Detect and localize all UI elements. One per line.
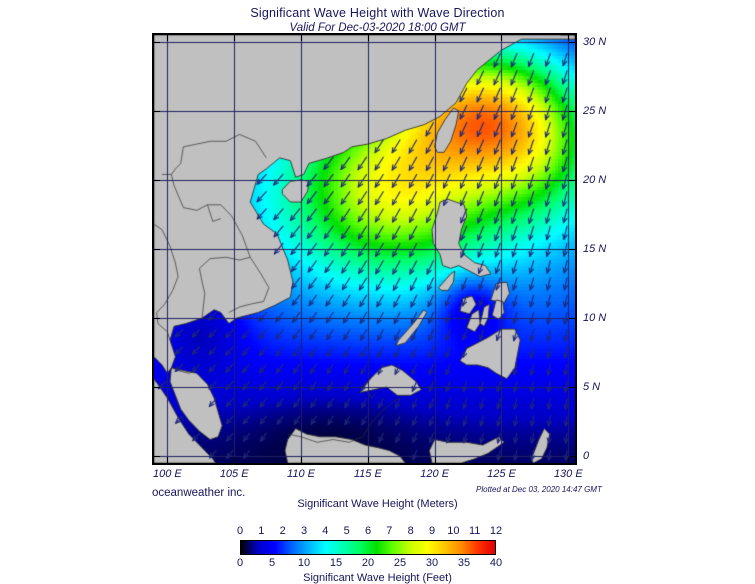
x-tick xyxy=(167,457,169,463)
colorbar-tick-feet: 15 xyxy=(329,557,343,569)
chart-subtitle: Valid For Dec-03-2020 18:00 GMT xyxy=(289,22,466,34)
colorbar-tick-feet: 40 xyxy=(489,557,503,569)
colorbar-tick-meters: 7 xyxy=(386,525,393,537)
x-tick xyxy=(234,457,236,463)
x-tick xyxy=(234,35,236,41)
y-axis-tick-label: 15 N xyxy=(583,243,607,255)
colorbar-title-feet: Significant Wave Height (Feet) xyxy=(303,572,452,584)
colorbar-tick-meters: 6 xyxy=(364,525,372,537)
wave-height-chart-page: Significant Wave Height with Wave Direct… xyxy=(0,6,755,584)
y-tick xyxy=(569,41,575,43)
y-tick xyxy=(154,110,160,112)
y-tick xyxy=(569,249,575,250)
y-tick xyxy=(154,456,160,458)
colorbar-tick-feet: 20 xyxy=(361,557,375,569)
colorbar-tick-feet: 5 xyxy=(268,557,276,569)
y-tick xyxy=(569,387,575,389)
x-axis-tick-label: 120 E xyxy=(420,468,450,480)
colorbar-ticks-feet: 0 5 10 15 20 25 30 35 40 xyxy=(236,557,502,570)
colorbar-tick-meters: 0 xyxy=(236,525,244,537)
colorbar-tick-meters: 1 xyxy=(258,525,265,537)
x-tick xyxy=(301,35,303,41)
colorbar-tick-meters: 12 xyxy=(489,525,503,537)
colorbar-tick-meters: 8 xyxy=(407,525,414,537)
x-axis-tick-label: 100 E xyxy=(152,468,182,480)
colorbar-tick-feet: 25 xyxy=(393,557,407,569)
colorbar-tick-meters: 4 xyxy=(322,525,329,537)
colorbar-gradient xyxy=(240,540,496,555)
y-axis-tick-label: 5 N xyxy=(583,381,601,394)
wave-height-map xyxy=(154,35,575,463)
provider-credit: oceanweather inc. xyxy=(152,487,246,499)
y-tick xyxy=(569,456,575,458)
chart-title-block: Significant Wave Height with Wave Direct… xyxy=(0,6,755,35)
x-tick xyxy=(167,35,169,41)
colorbar-tick-feet: 30 xyxy=(425,557,439,569)
y-tick xyxy=(569,318,575,320)
y-axis-tick-label: 20 N xyxy=(583,173,607,186)
x-axis-tick-label: 105 E xyxy=(219,468,249,480)
x-tick xyxy=(367,35,369,41)
y-tick xyxy=(569,179,575,181)
y-tick xyxy=(154,249,160,250)
colorbar-tick-feet: 10 xyxy=(297,557,311,569)
y-tick xyxy=(154,318,160,320)
colorbar-ticks-meters: 0 1 2 3 4 5 6 7 8 9 10 11 12 xyxy=(236,525,502,538)
y-axis-tick-label: 25 N xyxy=(583,104,607,117)
y-axis-tick-label: 30 N xyxy=(583,35,607,48)
x-axis-tick-label: 110 E xyxy=(287,468,315,480)
colorbar-title-meters: Significant Wave Height (Meters) xyxy=(297,498,458,510)
map-container xyxy=(152,33,577,465)
colorbar-tick-meters: 11 xyxy=(468,525,481,537)
y-tick xyxy=(154,179,160,181)
colorbar-tick-meters: 3 xyxy=(300,525,308,537)
x-tick xyxy=(434,457,436,463)
y-tick xyxy=(154,387,160,389)
x-tick xyxy=(301,457,303,463)
map-frame xyxy=(152,33,577,465)
x-tick xyxy=(568,457,570,463)
x-tick xyxy=(434,35,436,41)
colorbar-tick-meters: 9 xyxy=(428,525,436,537)
x-tick xyxy=(501,457,503,463)
x-tick xyxy=(568,35,570,41)
x-axis-tick-label: 130 E xyxy=(553,468,583,480)
x-axis-tick-label: 115 E xyxy=(353,468,382,480)
plot-timestamp: Plotted at Dec 03, 2020 14:47 GMT xyxy=(476,485,602,494)
x-tick xyxy=(367,457,369,463)
colorbar-tick-feet: 35 xyxy=(457,557,471,569)
x-tick xyxy=(501,35,503,41)
colorbar-tick-meters: 5 xyxy=(343,525,350,537)
y-tick xyxy=(569,110,575,112)
colorbar-tick-feet: 0 xyxy=(236,557,244,569)
y-axis-tick-label: 0 xyxy=(583,450,590,463)
colorbar-tick-meters: 10 xyxy=(447,525,460,537)
y-tick xyxy=(154,41,160,43)
page-title: Significant Wave Height with Wave Direct… xyxy=(250,6,505,20)
colorbar-tick-meters: 2 xyxy=(279,525,286,537)
y-axis-tick-label: 10 N xyxy=(583,312,607,325)
x-axis-tick-label: 125 E xyxy=(487,468,516,480)
